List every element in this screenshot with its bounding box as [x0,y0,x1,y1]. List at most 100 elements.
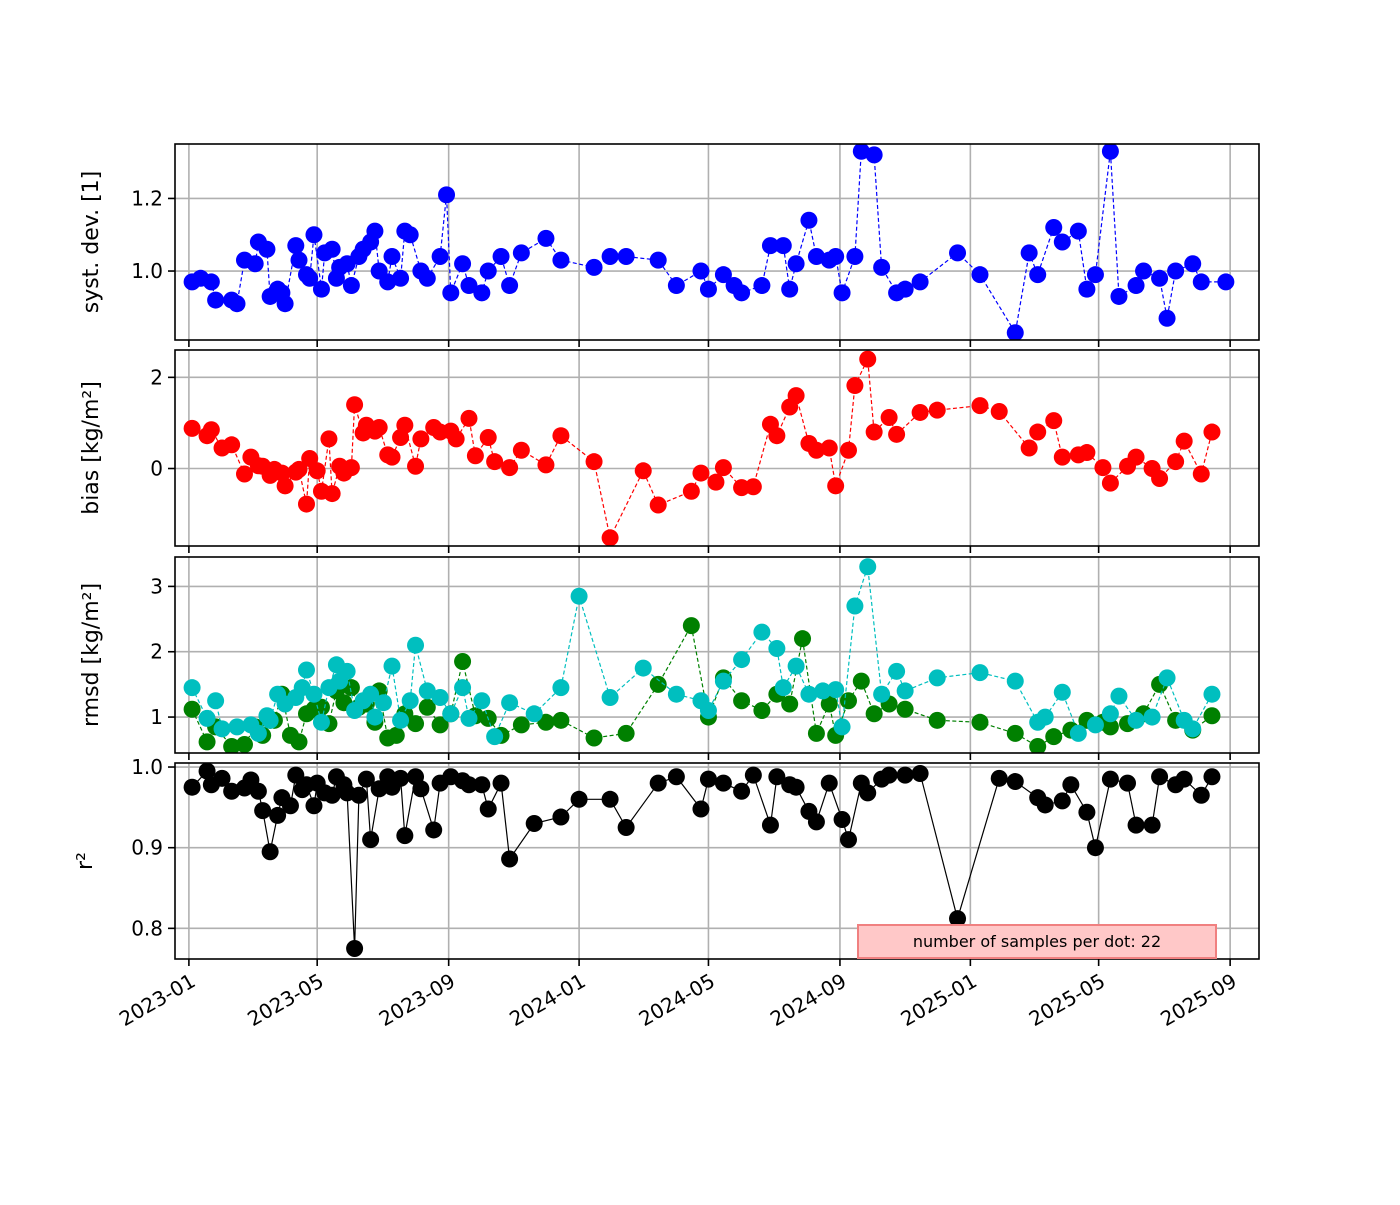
data-point [501,459,519,477]
data-point [753,277,771,295]
data-point [774,237,792,255]
data-point [552,679,570,697]
data-point [261,843,279,861]
data-point [1175,770,1193,788]
data-point [896,682,914,700]
data-point [486,728,504,746]
data-point [707,473,725,491]
data-point [833,810,851,828]
data-point [202,273,220,291]
data-point [525,814,543,832]
x-tick-label: 2023-01 [115,969,199,1032]
annotation-text: number of samples per dot: 22 [913,932,1161,951]
data-point [800,211,818,229]
data-point [807,724,825,742]
annotation-background [857,924,1217,959]
data-point [714,459,732,477]
data-point [839,831,857,849]
data-point [223,737,241,753]
data-point [570,790,588,808]
data-point [787,657,805,675]
y-tick-label: 1 [150,705,163,729]
x-tick-label: 2023-05 [243,969,327,1032]
data-point [342,459,360,477]
panel-frame [174,762,1260,960]
data-point [839,441,857,459]
data-point [814,682,832,700]
data-point [320,430,338,448]
data-point [1101,718,1119,736]
data-point [346,940,364,958]
data-point [392,769,410,787]
data-point [682,482,700,500]
x-tick-label: 2024-09 [766,969,850,1032]
data-point [183,419,201,437]
data-point [276,295,294,313]
data-point [585,258,603,276]
data-point [1006,672,1024,690]
data-point [827,681,845,699]
data-point [431,248,449,266]
data-point [412,430,430,448]
data-point [601,529,619,546]
data-point [667,768,685,786]
data-point [911,273,929,291]
data-point [501,850,519,868]
data-point [781,280,799,298]
data-point [649,774,667,792]
data-point [301,449,319,467]
data-point [362,685,380,703]
panel-bias: 0 2 bias [kg/m²] [79,349,1260,553]
data-point [649,675,667,693]
data-point [438,186,456,204]
data-point [1045,728,1063,746]
data-point [1151,269,1169,287]
data-point [350,786,368,804]
data-point [1127,816,1145,834]
data-point [492,774,510,792]
data-point [753,623,771,641]
data-point [585,729,603,747]
data-point [1053,233,1071,251]
data-point [466,447,484,465]
data-point [873,685,891,703]
data-point [301,269,319,287]
data-point [699,770,717,788]
y-tick-label: 1.0 [131,755,163,779]
data-point [1036,796,1054,814]
data-point [454,679,472,697]
data-point [1143,816,1161,834]
data-point [787,255,805,273]
data-point [1020,439,1038,457]
data-point [1167,262,1185,280]
data-point [649,496,667,514]
data-point [733,651,751,669]
data-point [276,477,294,495]
data-point [273,464,291,482]
data-point [552,711,570,729]
data-point [859,558,877,576]
data-point [366,708,384,726]
data-point [383,448,401,466]
data-point [512,716,530,734]
data-point [460,409,478,427]
data-point [537,456,555,474]
data-point [1101,144,1119,160]
data-point [1062,776,1080,794]
data-point [846,377,864,395]
data-point [827,477,845,495]
data-point [312,713,330,731]
data-point [1029,423,1047,441]
data-point [833,718,851,736]
data-point [1119,774,1137,792]
series-group [183,558,1221,753]
data-point [213,720,231,738]
data-point [290,460,308,478]
data-point [585,453,603,471]
data-point [323,240,341,258]
data-point [787,387,805,405]
data-point [761,816,779,834]
data-point [1086,839,1104,857]
data-point [971,266,989,284]
data-point [308,462,326,480]
